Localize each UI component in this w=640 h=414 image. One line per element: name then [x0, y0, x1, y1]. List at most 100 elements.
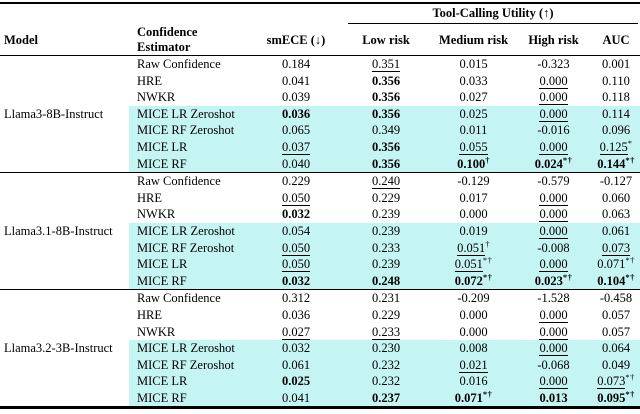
table-row: MICE LR 0.037 0.356 0.055 0.000 0.125* — [0, 139, 640, 156]
value-text: 0.064 — [601, 341, 631, 356]
value-cell: 0.356 — [340, 73, 432, 90]
table-row: HRE 0.036 0.229 0.000 0.000 0.057 — [0, 307, 640, 324]
value-cell: 0.024*† — [515, 155, 592, 173]
table-row: MICE RF 0.032 0.248 0.072*† 0.023*† 0.104*† — [0, 271, 640, 290]
value-cell: 0.037 — [252, 138, 340, 156]
value-text: 0.095 — [597, 390, 626, 405]
value-cell: 0.229 — [340, 190, 432, 207]
value-text: 0.032 — [281, 207, 311, 222]
estimator-label: Raw Confidence — [129, 289, 252, 307]
value-text: 0.000 — [539, 73, 568, 89]
table-row: NWKR 0.027 0.233 0.000 0.000 0.057 — [0, 324, 640, 341]
estimator-label: MICE RF — [129, 389, 252, 408]
value-cell: -1.528 — [515, 289, 592, 307]
value-text: 0.000 — [539, 223, 568, 239]
value-cell: 0.351 — [340, 56, 432, 73]
value-cell: 0.000 — [515, 324, 592, 341]
significance-marker: *† — [625, 154, 635, 165]
table-row: MICE LR 0.050 0.239 0.051*† 0.000 0.071*† — [0, 256, 640, 273]
value-cell: 0.144*† — [592, 154, 640, 173]
table-row: MICE LR Zeroshot 0.036 0.356 0.025 0.000 0.11… — [0, 105, 640, 123]
value-text: 0.041 — [281, 390, 311, 405]
table-row: MICE LR Zeroshot 0.032 0.230 0.008 0.000 0.06… — [0, 340, 640, 357]
col-header-auc: AUC — [592, 25, 640, 56]
value-cell: 0.072*† — [432, 272, 515, 290]
value-cell: 0.095*† — [592, 388, 640, 408]
value-cell: 0.033 — [432, 73, 515, 90]
value-cell: 0.013 — [515, 389, 592, 408]
table-row: MICE LR 0.025 0.232 0.016 0.000 0.073*† — [0, 373, 640, 390]
value-cell: 0.125* — [592, 139, 640, 156]
value-cell: 0.008 — [432, 340, 515, 357]
value-text: 0.061 — [601, 223, 631, 238]
table-row: MICE RF Zeroshot 0.061 0.232 0.021 -0.068 0.0… — [0, 356, 640, 374]
value-text: 0.000 — [539, 139, 568, 155]
value-text: 0.017 — [459, 190, 488, 205]
value-text: 0.229 — [371, 307, 401, 322]
estimator-label: MICE RF Zeroshot — [129, 356, 252, 374]
significance-marker: *† — [625, 372, 635, 383]
col-header-model: Model — [0, 25, 129, 56]
table-row: NWKR 0.039 0.356 0.027 0.000 0.118 — [0, 89, 640, 106]
significance-marker: *† — [482, 388, 493, 399]
value-cell: 0.057 — [592, 307, 640, 324]
value-text: 0.000 — [459, 307, 488, 322]
value-cell: 0.233 — [340, 239, 432, 257]
value-text: 0.096 — [601, 123, 631, 138]
value-text: 0.356 — [371, 90, 401, 105]
value-cell: 0.049 — [592, 356, 640, 374]
value-cell: 0.025 — [252, 373, 340, 390]
value-cell: 0.027 — [432, 89, 515, 106]
value-text: 0.356 — [371, 106, 401, 121]
value-text: 0.019 — [459, 223, 488, 238]
value-text: 0.184 — [281, 57, 311, 71]
value-text: -0.579 — [537, 174, 570, 189]
significance-marker: *† — [625, 271, 635, 282]
estimator-label: MICE LR Zeroshot — [129, 340, 252, 357]
estimator-label: MICE RF — [129, 272, 252, 290]
value-cell: 0.312 — [252, 289, 340, 307]
value-text: 0.024 — [534, 156, 563, 171]
table-row: MICE LR Zeroshot 0.054 0.239 0.019 0.000 0.06… — [0, 222, 640, 240]
value-cell: -0.579 — [515, 172, 592, 190]
value-text: 0.239 — [371, 223, 401, 238]
table-row: MICE RF Zeroshot 0.050 0.233 0.051† -0.008 0.… — [0, 239, 640, 257]
value-text: 0.054 — [281, 223, 311, 238]
value-text: 0.351 — [371, 57, 401, 72]
estimator-label: HRE — [137, 307, 162, 322]
value-cell: 0.050 — [252, 190, 340, 207]
value-cell: 0.349 — [340, 122, 432, 139]
value-cell: 0.114 — [592, 105, 640, 123]
significance-marker: *† — [625, 388, 635, 399]
value-cell: 0.073 — [592, 239, 640, 257]
table-row: MICE RF 0.040 0.356 0.100† 0.024*† 0.144*† — [0, 154, 640, 173]
value-cell: 0.000 — [515, 138, 592, 156]
value-text: 0.240 — [371, 174, 401, 190]
value-cell: 0.000 — [515, 73, 592, 90]
value-cell: 0.050 — [252, 239, 340, 257]
value-text: 0.051 — [457, 240, 486, 256]
table-row: MICE RF 0.041 0.237 0.071*† 0.013 0.095*† — [0, 388, 640, 408]
estimator-label: MICE RF Zeroshot — [129, 239, 252, 257]
value-cell: 0.232 — [340, 373, 432, 390]
value-text: 0.000 — [539, 307, 568, 323]
value-cell: -0.016 — [515, 122, 592, 139]
value-text: 0.000 — [539, 90, 568, 106]
value-text: 0.015 — [459, 57, 488, 71]
estimator-label: HRE — [137, 73, 162, 88]
value-cell: 0.050 — [252, 256, 340, 273]
value-cell: -0.458 — [592, 289, 640, 307]
value-cell: -0.323 — [515, 56, 592, 73]
value-text: 0.032 — [281, 273, 311, 288]
value-text: 0.061 — [281, 357, 311, 372]
value-text: 0.071 — [454, 390, 483, 405]
model-label: Llama3-8B-Instruct — [0, 55, 129, 173]
value-text: 0.071 — [597, 257, 626, 272]
value-cell: 0.040 — [252, 155, 340, 173]
table-row: HRE 0.041 0.356 0.033 0.000 0.110 — [0, 73, 640, 90]
value-text: 0.008 — [459, 341, 488, 356]
value-cell: 0.039 — [252, 89, 340, 106]
value-text: 0.000 — [539, 257, 568, 273]
value-text: -1.528 — [537, 291, 570, 306]
value-text: 0.051 — [454, 257, 483, 273]
